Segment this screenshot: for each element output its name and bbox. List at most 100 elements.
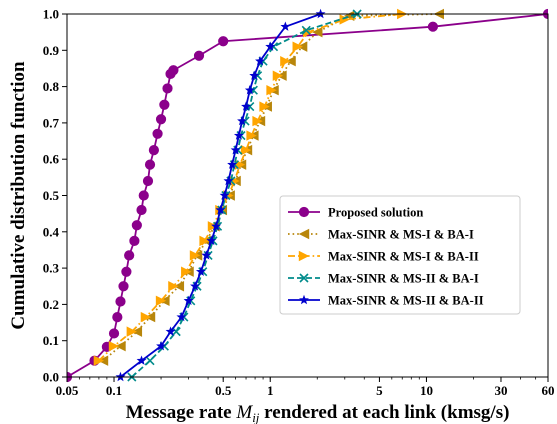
legend-marker-5 (299, 294, 309, 305)
series-1-point-13 (138, 190, 149, 201)
series-3-point-22 (292, 41, 303, 52)
x-tick-label-4: 1 (267, 383, 274, 398)
series-5-point-7 (190, 281, 200, 291)
y-tick-label-9: 0.8 (43, 79, 60, 94)
series-5-point-21 (249, 70, 260, 80)
series-1-point-8 (121, 266, 132, 277)
series-2-point-2 (115, 340, 126, 352)
axes-layer: 0.05 0.1 0.5 1 5 10 30 60 0.0 0.1 0.2 0.3 0.4 0.5 0.6 0… (8, 7, 555, 424)
legend-marker-1 (298, 206, 310, 218)
series-3-point-6 (168, 281, 179, 292)
x-tick-label-3: 0.5 (215, 383, 232, 398)
series-5-point-23 (265, 41, 276, 51)
series-5-point-16 (230, 144, 241, 155)
series-3-point-17 (252, 115, 263, 127)
series-5-point-13 (219, 190, 230, 200)
series-3-point-3 (126, 326, 138, 337)
series-5-point-3 (156, 340, 166, 351)
series-1-point-23 (193, 50, 205, 61)
series-1-point-7 (118, 281, 129, 292)
x-tick-label-1: 0.05 (56, 383, 79, 398)
series-1-point-14 (142, 175, 154, 187)
x-axis-title: Message rate Mij rendered at each link (… (126, 402, 510, 424)
series-2-point-23 (312, 26, 323, 38)
series-1-point-17 (152, 128, 163, 139)
x-tick-label-5: 5 (376, 383, 383, 398)
legend-label-2: Max-SINR & MS-I & BA-I (328, 228, 474, 242)
series-3-point-5 (155, 295, 167, 306)
series-3-point-1 (93, 355, 105, 366)
series-3-point-4 (140, 311, 152, 323)
series-4-point-2 (145, 356, 155, 366)
series-5-point-4 (165, 326, 176, 336)
series-5-point-18 (237, 115, 247, 126)
series-5-point-22 (255, 55, 265, 66)
legend-label-5: Max-SINR & MS-II & BA-II (328, 294, 484, 308)
x-axis-title-subscript: ij (252, 410, 260, 424)
series-3-point-19 (266, 85, 277, 96)
series-5-point-10 (206, 235, 217, 246)
series-3-point-16 (246, 130, 257, 141)
series-5-point-6 (183, 295, 194, 305)
series-5-point-12 (215, 204, 226, 215)
series-1-point-24 (218, 36, 229, 47)
series-1-point-18 (155, 114, 167, 125)
series-5-point-17 (233, 130, 244, 140)
x-tick-label-8: 60 (542, 383, 555, 398)
series-1-point-15 (144, 159, 156, 170)
series-1-point-5 (112, 312, 123, 323)
legend-label-1: Proposed solution (328, 206, 423, 220)
series-3-point-20 (272, 70, 284, 81)
legend-label-4: Max-SINR & MS-II & BA-I (328, 272, 479, 286)
series-1-point-22 (168, 65, 179, 76)
legend-marker-3 (298, 250, 310, 262)
x-axis-title-symbol: M (235, 402, 253, 423)
legend: Proposed solution Max-SINR & MS-I & BA-I M… (279, 195, 521, 315)
series-5-point-11 (211, 221, 222, 231)
series-1-point-6 (115, 296, 126, 307)
series-3-point-8 (189, 250, 201, 261)
legend-marker-2 (298, 228, 310, 240)
series-5-point-8 (195, 266, 206, 276)
legend-marker-4 (299, 273, 309, 283)
series-1-point-11 (131, 220, 142, 231)
series-1-point-19 (159, 99, 170, 110)
legend-box (279, 195, 521, 315)
series-5-point-19 (241, 101, 251, 111)
x-tick-label-7: 30 (494, 383, 507, 398)
series-5-point-5 (176, 311, 187, 322)
y-tick-label-5: 0.4 (43, 224, 60, 239)
y-tick-label-4: 0.3 (43, 261, 60, 276)
series-3-point-2 (108, 340, 120, 352)
series-4-point-24 (301, 25, 311, 35)
series-1-point-9 (124, 250, 135, 261)
series-5-point-20 (244, 85, 255, 95)
y-tick-label-8: 0.7 (43, 115, 60, 130)
series-3-point-7 (181, 266, 192, 277)
series-3-point-10 (207, 221, 219, 232)
y-tick-label-7: 0.6 (43, 152, 60, 167)
x-tick-label-6: 10 (420, 383, 433, 398)
series-1-point-12 (136, 204, 147, 216)
series-5-point-9 (201, 250, 212, 260)
series-3-point-15 (240, 144, 252, 156)
series-1-point-16 (148, 145, 160, 156)
y-tick-label-2: 0.1 (43, 333, 59, 348)
series-5-point-2 (136, 355, 147, 365)
series-5-point-24 (280, 21, 291, 31)
series-1-point-20 (162, 83, 173, 94)
x-axis-title-part-1: Message rate (126, 402, 237, 423)
y-tick-label-6: 0.5 (43, 188, 60, 203)
series-1-point-4 (108, 328, 120, 339)
y-tick-label-10: 0.9 (43, 43, 60, 58)
x-tick-label-2: 0.1 (106, 383, 122, 398)
series-3-point-9 (199, 235, 210, 247)
legend-label-3: Max-SINR & MS-I & BA-II (328, 250, 479, 264)
y-tick-label-3: 0.2 (43, 297, 59, 312)
marks-layer (67, 8, 548, 383)
series-3-point-24 (339, 14, 350, 25)
series-5-point-15 (227, 159, 238, 169)
series-1-point-10 (129, 235, 140, 246)
series-5-point-14 (223, 175, 234, 186)
